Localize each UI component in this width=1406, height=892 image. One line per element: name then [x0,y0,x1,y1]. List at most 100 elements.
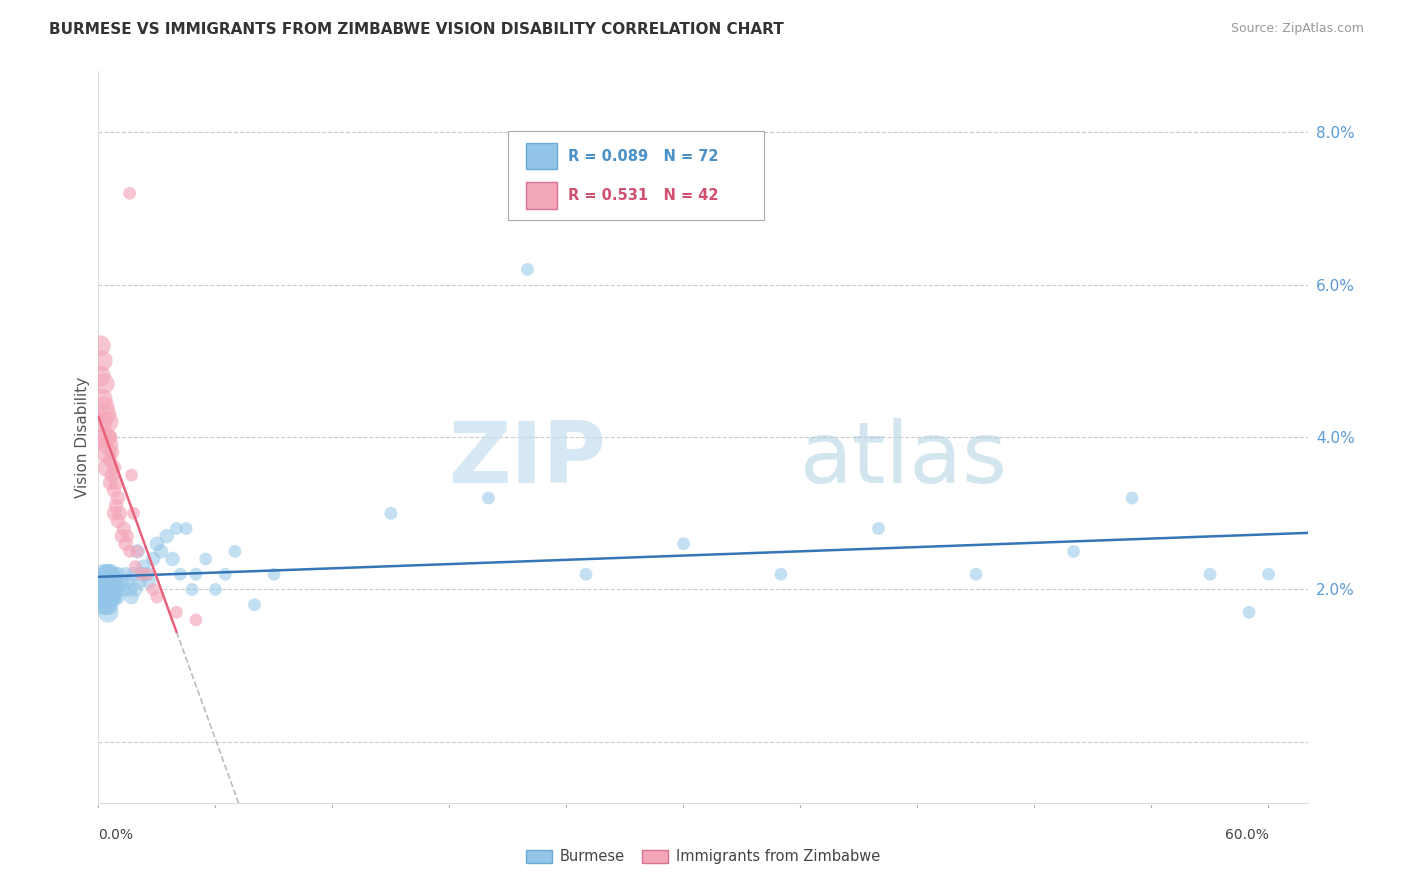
Point [1199,567,1222,582]
Text: Source: ZipAtlas.com: Source: ZipAtlas.com [1230,22,1364,36]
Point [93,430,115,444]
Point [97,590,120,604]
Point [156,529,179,543]
Point [104,499,127,513]
Point [93,400,115,414]
Point [136,567,159,582]
Point [1237,605,1260,619]
Point [104,574,127,589]
Point [181,582,204,597]
Point [131,567,153,582]
Text: 0.0%: 0.0% [98,828,134,842]
Point [103,506,125,520]
Point [184,567,207,582]
Point [184,613,207,627]
Point [103,567,125,582]
Point [91,415,114,429]
Point [142,552,165,566]
Point [108,506,131,520]
Point [93,582,115,597]
Point [97,605,120,619]
Point [263,567,285,582]
Point [769,567,792,582]
Point [98,590,121,604]
Point [101,582,124,597]
Point [96,430,118,444]
Point [96,567,118,582]
Point [127,544,149,558]
Text: ZIP: ZIP [449,417,606,500]
Point [96,445,118,459]
Point [111,574,134,589]
Point [97,582,120,597]
Point [104,475,127,490]
Point [107,582,129,597]
Point [97,438,120,452]
Point [1063,544,1085,558]
Point [89,590,111,604]
Point [98,475,121,490]
Point [142,582,165,597]
Point [97,460,120,475]
Point [124,559,146,574]
Point [112,521,135,535]
Point [146,537,169,551]
Text: atlas: atlas [800,417,1008,500]
Point [107,491,129,505]
Point [131,567,153,582]
Point [214,567,236,582]
Point [124,582,146,597]
Point [103,590,125,604]
Point [169,567,191,582]
Point [91,354,114,368]
Point [121,468,143,483]
Point [114,567,136,582]
Point [132,559,155,574]
Point [91,392,114,406]
Point [96,574,118,589]
Point [107,514,129,528]
Point [243,598,266,612]
Point [136,567,159,582]
Legend: Burmese, Immigrants from Zimbabwe: Burmese, Immigrants from Zimbabwe [522,845,884,869]
Point [97,574,120,589]
Point [98,574,121,589]
Point [98,453,121,467]
Point [117,574,139,589]
Point [103,483,125,498]
Point [91,574,114,589]
Point [868,521,890,535]
Point [1121,491,1143,505]
Point [575,567,598,582]
Point [101,590,124,604]
Text: 60.0%: 60.0% [1225,828,1268,842]
Point [146,590,169,604]
Point [103,460,125,475]
Point [224,544,246,558]
Point [122,506,145,520]
Point [162,552,184,566]
Point [101,574,124,589]
Point [97,415,120,429]
Point [101,468,124,483]
Point [93,376,115,391]
Point [477,491,499,505]
Point [98,430,121,444]
Point [149,544,172,558]
Point [96,582,118,597]
Point [89,369,111,384]
Point [165,521,187,535]
Point [91,582,114,597]
Point [127,544,149,558]
Point [98,567,121,582]
Point [97,598,120,612]
Point [122,567,145,582]
Point [118,186,141,201]
Point [112,582,135,597]
Text: R = 0.531   N = 42: R = 0.531 N = 42 [568,188,718,202]
Point [516,262,538,277]
Point [165,605,187,619]
Point [204,582,226,597]
Text: BURMESE VS IMMIGRANTS FROM ZIMBABWE VISION DISABILITY CORRELATION CHART: BURMESE VS IMMIGRANTS FROM ZIMBABWE VISI… [49,22,785,37]
Point [101,445,124,459]
